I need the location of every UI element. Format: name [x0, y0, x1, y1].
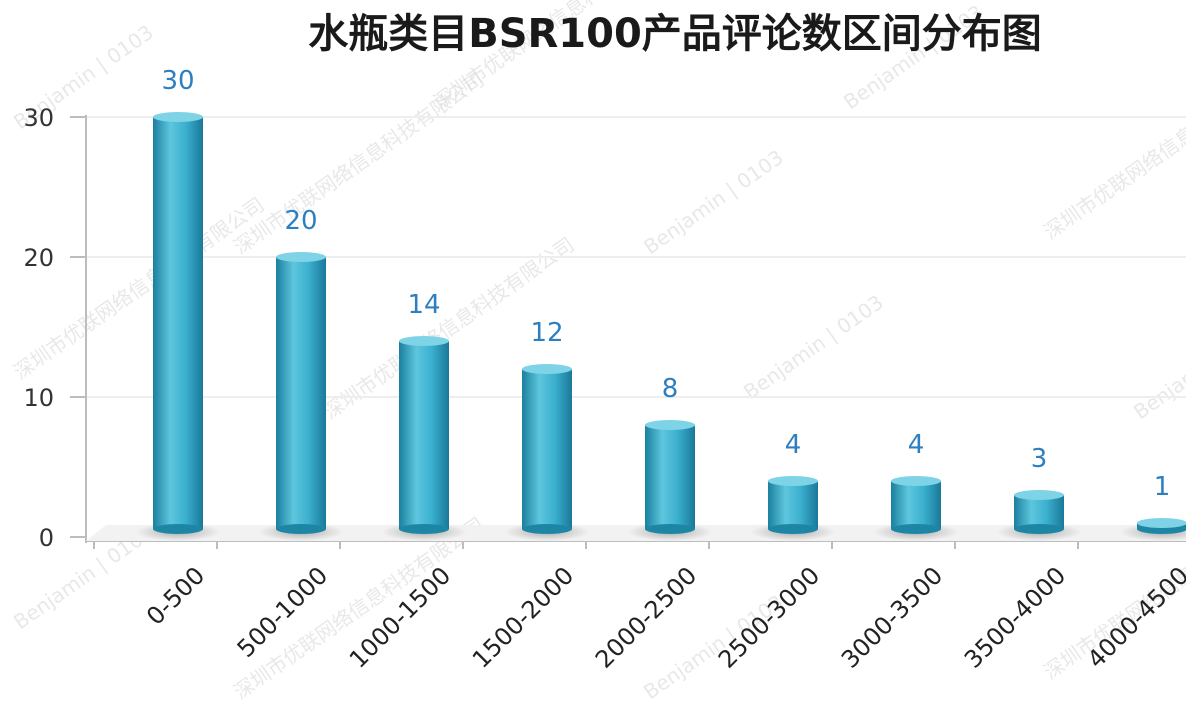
bar-base	[645, 524, 695, 534]
data-label: 12	[530, 318, 563, 348]
bar-base	[153, 524, 203, 534]
bar	[768, 481, 818, 529]
x-tick-label: 0-500	[141, 561, 210, 630]
data-label: 14	[407, 290, 440, 320]
data-label: 20	[284, 206, 317, 236]
y-tick-label: 0	[39, 524, 54, 552]
bar	[276, 257, 326, 529]
bar-top	[153, 112, 203, 122]
data-label: 30	[161, 66, 194, 96]
bar-base	[276, 524, 326, 534]
data-label: 1	[1154, 472, 1171, 502]
bar	[522, 369, 572, 529]
bar	[645, 425, 695, 529]
watermark-text: Benjamin | 0103	[1129, 310, 1186, 424]
watermark-text: Benjamin | 0103	[639, 145, 788, 259]
bars	[136, 112, 1186, 541]
x-tick-label: 2500-3000	[713, 561, 825, 673]
bar-top	[1137, 518, 1186, 528]
x-tick-label: 4000-4500	[1082, 561, 1186, 673]
bar-top	[399, 336, 449, 346]
watermark-text: Benjamin | 0103	[739, 290, 888, 404]
bar-top	[276, 252, 326, 262]
x-tick-label: 3000-3500	[836, 561, 948, 673]
y-tick-labels: 0 10 20 30	[23, 104, 54, 552]
x-tick-label: 1500-2000	[467, 561, 579, 673]
y-tick-label: 20	[23, 244, 54, 272]
bar-base	[399, 524, 449, 534]
bar	[891, 481, 941, 529]
bar-top	[645, 420, 695, 430]
chart-title: 水瓶类目BSR100产品评论数区间分布图	[308, 11, 1042, 57]
data-label: 3	[1031, 444, 1048, 474]
watermark-text: 深圳市优联网络信息科技有限公司	[1039, 52, 1186, 244]
y-tick-label: 30	[23, 104, 54, 132]
gridlines	[70, 117, 1186, 537]
bar-top	[1014, 490, 1064, 500]
y-tick-label: 10	[23, 384, 54, 412]
bar-base	[768, 524, 818, 534]
bar-base	[891, 524, 941, 534]
bar	[153, 117, 203, 529]
bar	[399, 341, 449, 529]
data-label: 8	[662, 374, 679, 404]
axes	[86, 115, 1186, 549]
bar-top	[891, 476, 941, 486]
data-label: 4	[908, 430, 925, 460]
bar-top	[522, 364, 572, 374]
data-label: 4	[785, 430, 802, 460]
bar-base	[522, 524, 572, 534]
bar-base	[1014, 524, 1064, 534]
bar	[1014, 495, 1064, 529]
bar-top	[768, 476, 818, 486]
watermark-text: 深圳市优联网络信息科技有限公司	[9, 192, 269, 384]
